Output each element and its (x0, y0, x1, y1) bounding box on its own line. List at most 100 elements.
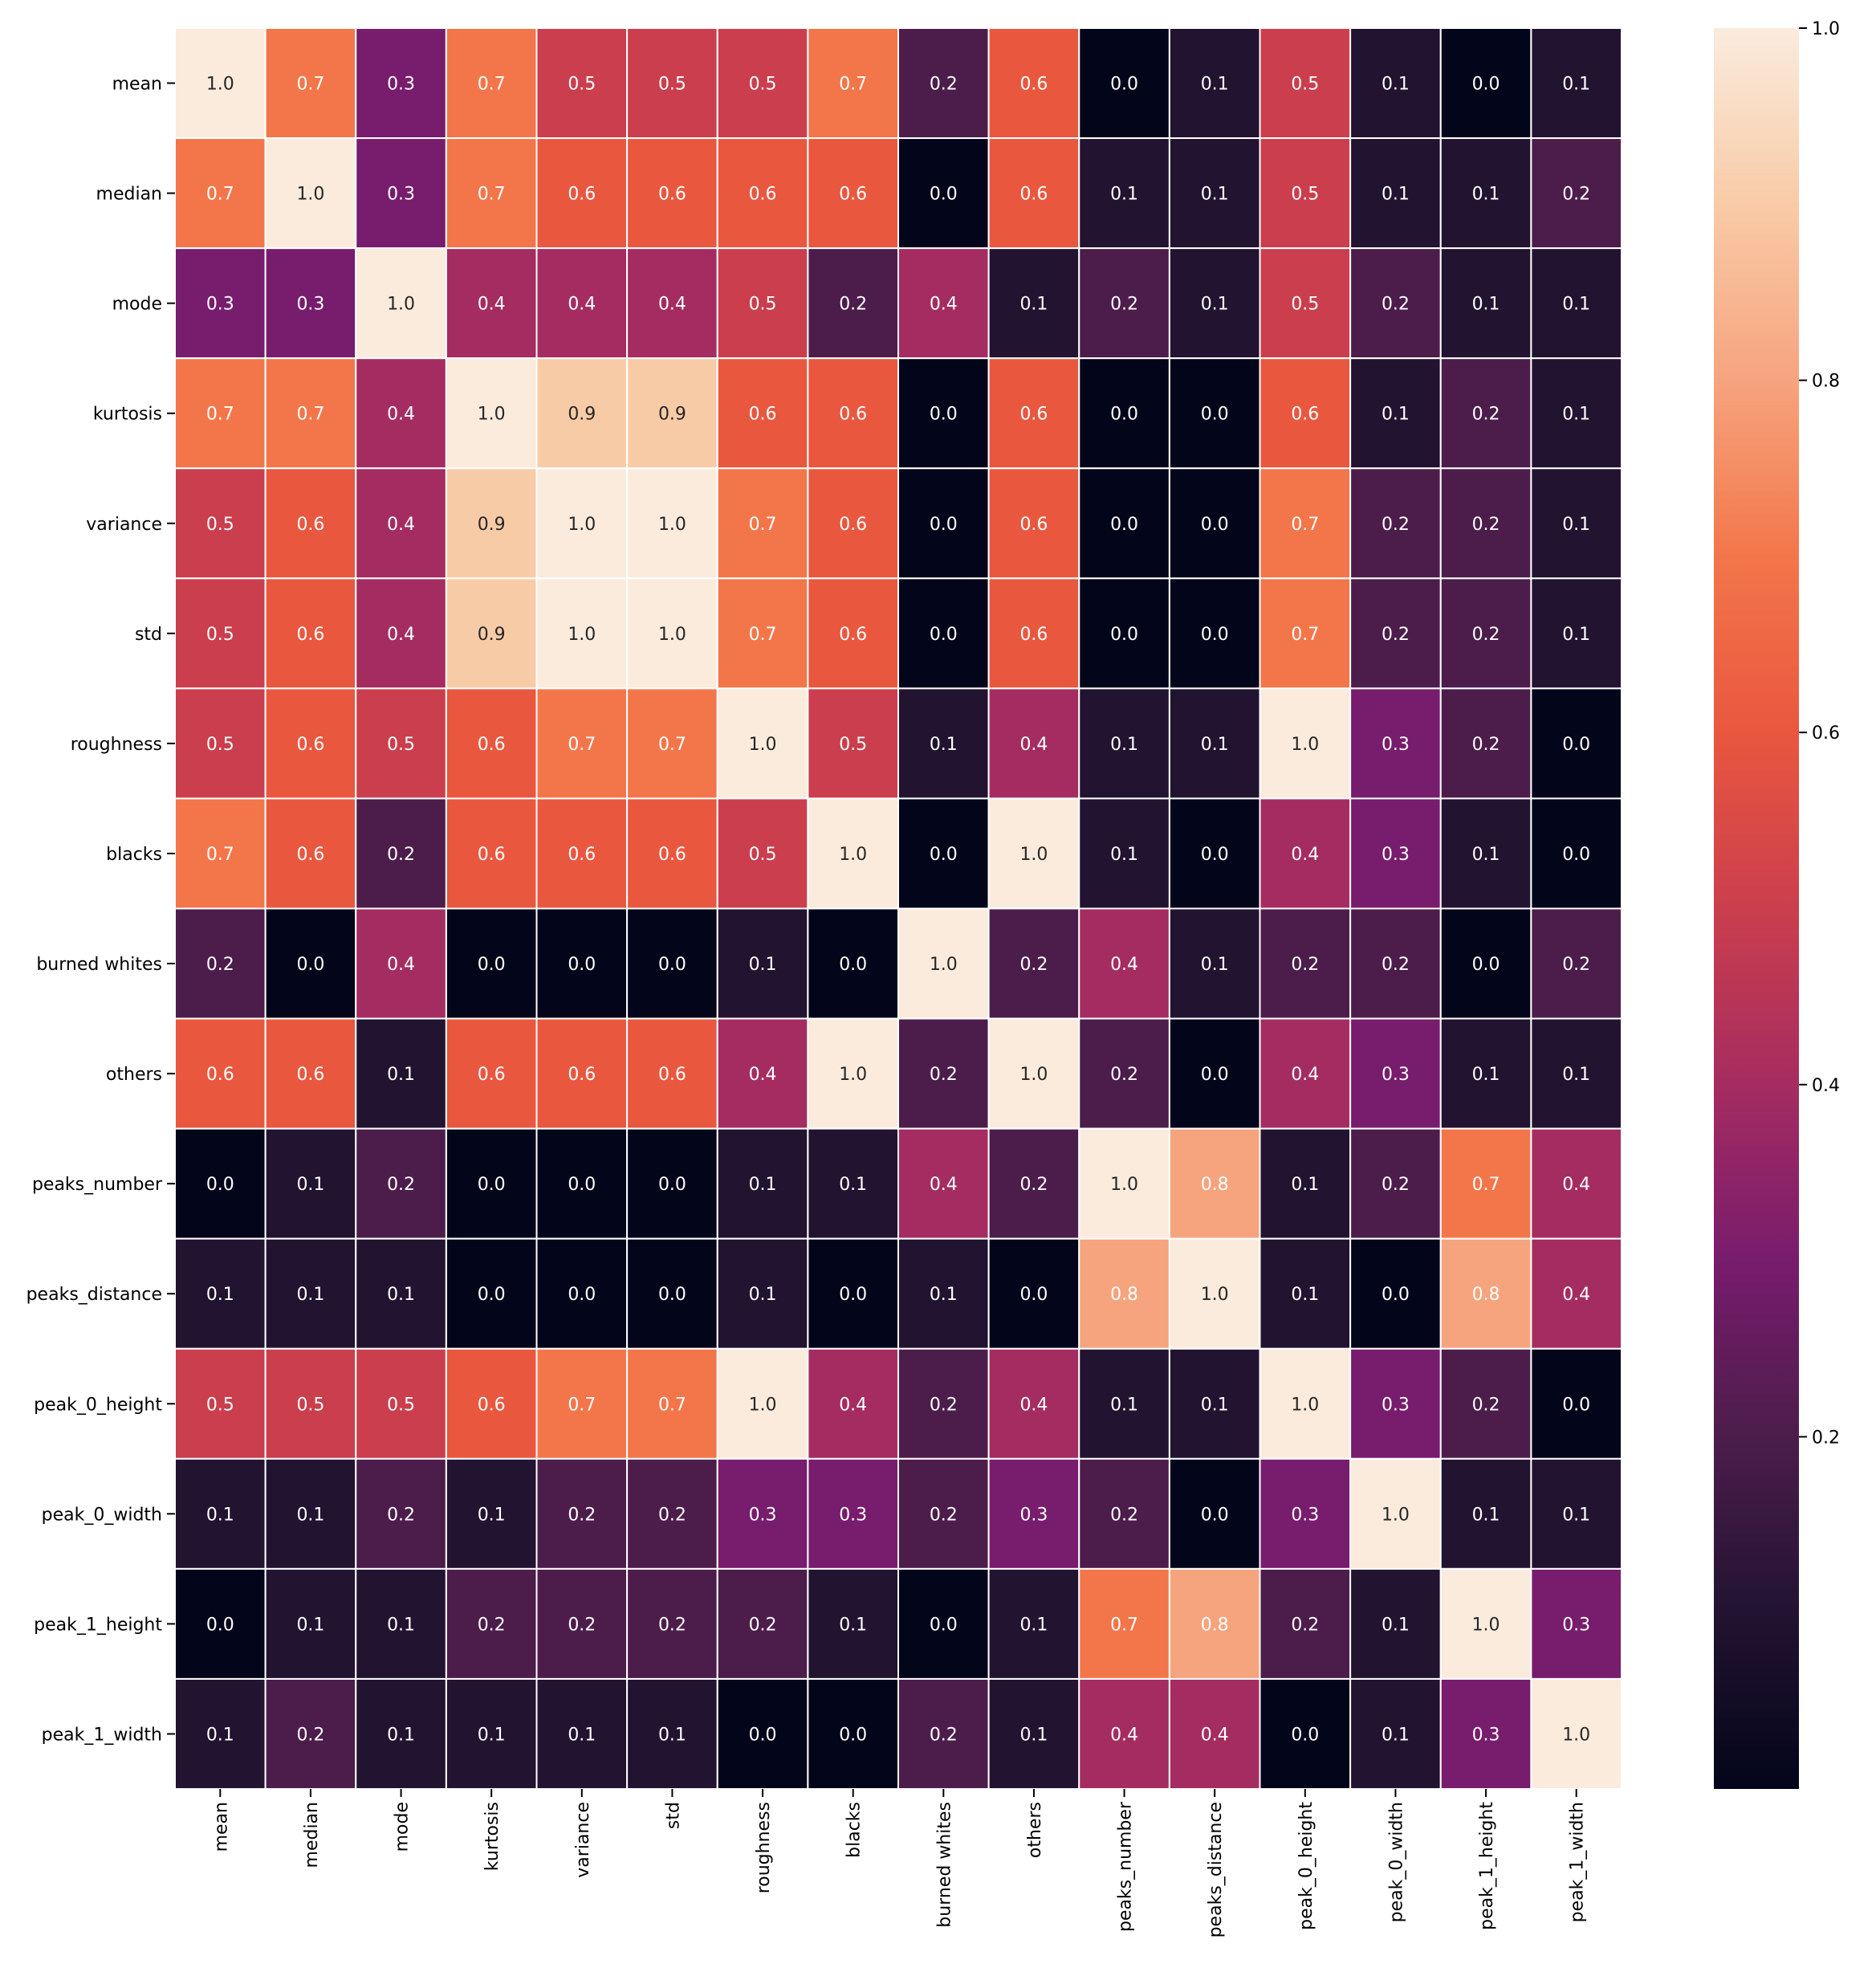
cell-value-label: 0.0 (568, 955, 596, 975)
x-tick-label: peak_0_width (1386, 1802, 1406, 1922)
cell-value-label: 0.2 (839, 295, 867, 315)
heatmap-cell (897, 687, 990, 800)
heatmap-cell (1439, 1567, 1532, 1680)
cell-value-label: 0.5 (749, 75, 777, 95)
cell-value-label: 0.1 (1562, 75, 1590, 95)
cell-value-label: 0.1 (1019, 1615, 1048, 1635)
cell-value-label: 0.1 (1110, 735, 1138, 755)
cell-value-label: 0.0 (1201, 625, 1229, 645)
cell-value-label: 0.1 (1019, 1725, 1048, 1745)
cell-value-label: 0.3 (387, 75, 415, 95)
heatmap-cell (1349, 797, 1442, 910)
cell-value-label: 0.4 (1110, 1725, 1138, 1745)
heatmap-cell (264, 1017, 357, 1130)
cell-value-label: 0.2 (1562, 955, 1590, 975)
heatmap-cell (626, 797, 718, 910)
cell-value-label: 0.2 (1019, 1175, 1048, 1195)
cell-value-label: 0.1 (1562, 1065, 1590, 1085)
cell-value-label: 0.4 (658, 295, 686, 315)
cell-value-label: 0.1 (1291, 1175, 1319, 1195)
cell-value-label: 0.6 (658, 845, 686, 865)
heatmap-cell (1530, 687, 1622, 800)
colorbar-tick-label: 0.8 (1812, 372, 1840, 392)
heatmap-cell (264, 1347, 357, 1460)
heatmap-cell (807, 247, 899, 360)
cell-value-label: 0.3 (1382, 1395, 1410, 1415)
heatmap-cell (1259, 137, 1352, 250)
heatmap-cell (264, 27, 357, 140)
heatmap-cell (987, 907, 1080, 1020)
heatmap-cell (264, 137, 357, 250)
heatmap-cell (987, 247, 1080, 360)
cell-value-label: 0.2 (1472, 1395, 1500, 1415)
heatmap-cell (716, 1017, 809, 1130)
heatmap-cell (264, 907, 357, 1020)
cell-value-label: 0.2 (387, 1175, 415, 1195)
heatmap-cell (1168, 1237, 1261, 1350)
cell-value-label: 0.2 (478, 1615, 506, 1635)
cell-value-label: 1.0 (658, 515, 686, 535)
heatmap-cell (264, 1457, 357, 1570)
y-tick-label: peak_1_width (42, 1725, 162, 1745)
cell-value-label: 1.0 (749, 735, 777, 755)
cell-value-label: 0.5 (1291, 295, 1319, 315)
heatmap-cell (535, 1567, 629, 1680)
heatmap-cell (626, 687, 718, 800)
heatmap-cell (1168, 687, 1261, 800)
x-tick-label: median (302, 1802, 322, 1868)
y-tick-label: kurtosis (93, 405, 162, 425)
heatmap-cell (897, 577, 990, 690)
heatmap-cell (174, 1457, 267, 1570)
cell-value-label: 0.7 (658, 735, 686, 755)
cell-value-label: 0.3 (1562, 1615, 1590, 1635)
cell-value-label: 0.6 (1019, 625, 1048, 645)
heatmap-cell (1078, 1677, 1170, 1790)
cell-value-label: 1.0 (1562, 1725, 1590, 1745)
cell-value-label: 0.0 (1019, 1285, 1048, 1305)
heatmap-cell (445, 687, 538, 800)
cell-value-label: 0.2 (568, 1615, 596, 1635)
heatmap-cell (626, 1237, 718, 1350)
heatmap-cell (1439, 907, 1532, 1020)
heatmap-cell (987, 27, 1080, 140)
cell-value-label: 0.1 (1562, 295, 1590, 315)
y-axis-ticks: mean median mode kurtosis variance std roughne… (26, 75, 175, 1745)
heatmap-cell (626, 467, 718, 580)
cell-value-label: 0.1 (1382, 1615, 1410, 1635)
heatmap-cell (807, 1127, 899, 1240)
heatmap-cell (1349, 687, 1442, 800)
heatmap-cell (535, 137, 629, 250)
cell-value-label: 0.5 (387, 1395, 415, 1415)
cell-value-label: 0.6 (749, 405, 777, 425)
heatmap-cell (716, 577, 809, 690)
heatmap-cell (626, 1457, 718, 1570)
cell-value-label: 0.4 (1291, 845, 1319, 865)
heatmap-cell (987, 1567, 1080, 1680)
cell-value-label: 0.0 (478, 1175, 506, 1195)
heatmap-cell (626, 357, 718, 470)
cell-value-label: 0.5 (749, 295, 777, 315)
heatmap-cell (355, 687, 447, 800)
cell-value-label: 0.0 (839, 1285, 867, 1305)
cell-value-label: 0.2 (1472, 405, 1500, 425)
heatmap-cell (1439, 247, 1532, 360)
cell-value-label: 0.6 (1019, 405, 1048, 425)
heatmap-cell (987, 1017, 1080, 1130)
cell-value-label: 1.0 (839, 1065, 867, 1085)
cell-value-label: 0.6 (1019, 185, 1048, 205)
cell-value-label: 0.5 (1291, 75, 1319, 95)
heatmap-cell (1078, 1237, 1170, 1350)
cell-value-label: 0.1 (839, 1175, 867, 1195)
x-tick-label: peak_1_height (1477, 1802, 1497, 1930)
cell-value-label: 0.6 (296, 735, 324, 755)
heatmap-cell (355, 577, 447, 690)
heatmap-cell (1078, 247, 1170, 360)
cell-value-label: 0.6 (658, 1065, 686, 1085)
heatmap-cell (445, 1457, 538, 1570)
cell-value-label: 0.1 (1472, 845, 1500, 865)
heatmap-cell (1259, 1457, 1352, 1570)
heatmap-cell (1078, 577, 1170, 690)
cell-value-label: 0.0 (1201, 845, 1229, 865)
heatmap-cell (1168, 1017, 1261, 1130)
cell-value-label: 0.1 (1562, 1505, 1590, 1525)
